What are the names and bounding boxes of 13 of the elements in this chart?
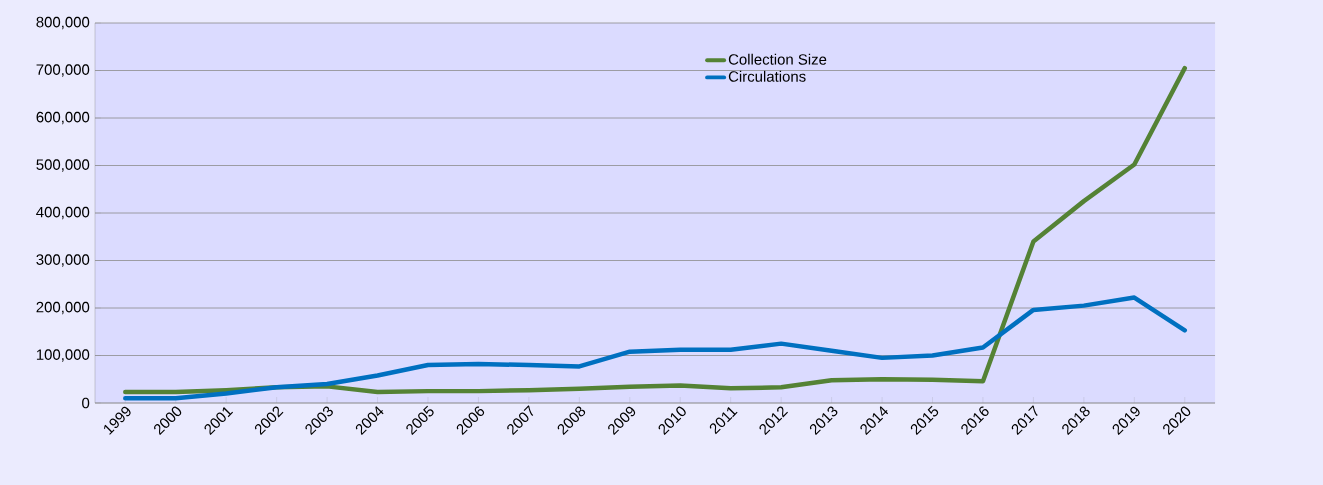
line-series [123, 295, 1188, 401]
y-tick-label: 100,000 [36, 349, 90, 362]
y-tick-label: 500,000 [36, 159, 90, 172]
y-tick-label: 300,000 [36, 254, 90, 267]
legend-label: Circulations [728, 70, 806, 82]
y-tick-label: 0 [82, 397, 90, 409]
y-tick-label: 400,000 [36, 206, 90, 220]
y-tick-label: 600,000 [36, 111, 90, 125]
line-series [123, 65, 1188, 395]
y-tick-label: 700,000 [36, 64, 90, 77]
y-tick-label: 200,000 [36, 301, 90, 315]
y-tick-label: 800,000 [36, 16, 90, 30]
legend-label: Collection Size [728, 53, 827, 65]
